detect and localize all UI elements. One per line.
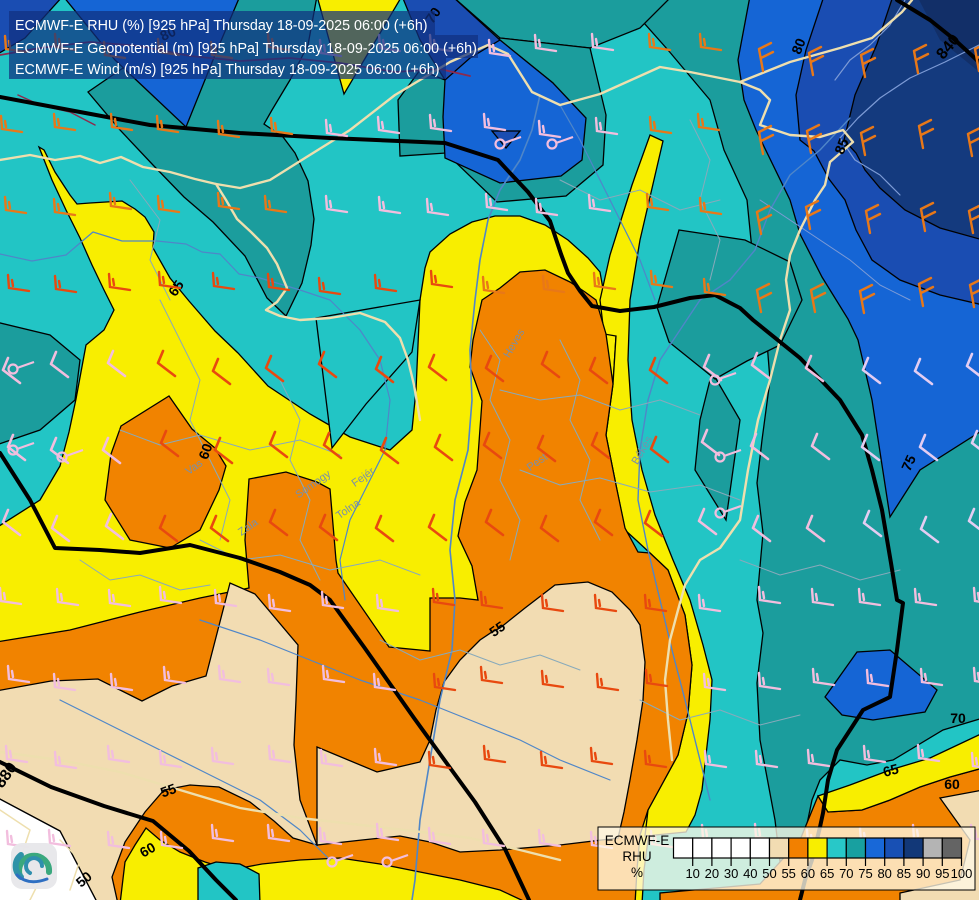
svg-text:20: 20	[705, 866, 719, 881]
svg-text:%: %	[631, 865, 643, 880]
svg-text:60: 60	[801, 866, 815, 881]
svg-text:85: 85	[831, 136, 852, 157]
svg-text:60: 60	[944, 776, 960, 792]
svg-text:80: 80	[877, 866, 891, 881]
svg-text:40: 40	[743, 866, 757, 881]
svg-text:RHU: RHU	[622, 849, 651, 864]
svg-text:60: 60	[137, 839, 159, 861]
svg-text:ECMWF-E Geopotential (m) [925: ECMWF-E Geopotential (m) [925 hPa] Thurs…	[15, 41, 477, 57]
svg-text:95: 95	[935, 866, 949, 881]
svg-text:65: 65	[881, 760, 900, 780]
svg-text:50: 50	[762, 866, 776, 881]
svg-text:55: 55	[158, 780, 178, 800]
svg-text:70: 70	[839, 866, 853, 881]
svg-text:ECMWF-E Wind (m/s) [925 hPa] T: ECMWF-E Wind (m/s) [925 hPa] Thursday 18…	[15, 62, 439, 78]
svg-text:30: 30	[724, 866, 738, 881]
svg-text:85: 85	[897, 866, 911, 881]
svg-text:60: 60	[195, 441, 215, 461]
svg-text:90: 90	[916, 866, 930, 881]
svg-text:70: 70	[950, 710, 966, 726]
svg-text:75: 75	[898, 452, 919, 473]
svg-text:ECMWF-E: ECMWF-E	[605, 833, 670, 848]
svg-text:80: 80	[788, 36, 809, 57]
svg-text:75: 75	[858, 866, 872, 881]
svg-text:65: 65	[820, 866, 834, 881]
svg-text:100: 100	[951, 866, 973, 881]
svg-text:ECMWF-E RHU (%) [925 hPa] Thur: ECMWF-E RHU (%) [925 hPa] Thursday 18-09…	[15, 18, 428, 34]
svg-text:55: 55	[781, 866, 795, 881]
svg-text:10: 10	[685, 866, 699, 881]
